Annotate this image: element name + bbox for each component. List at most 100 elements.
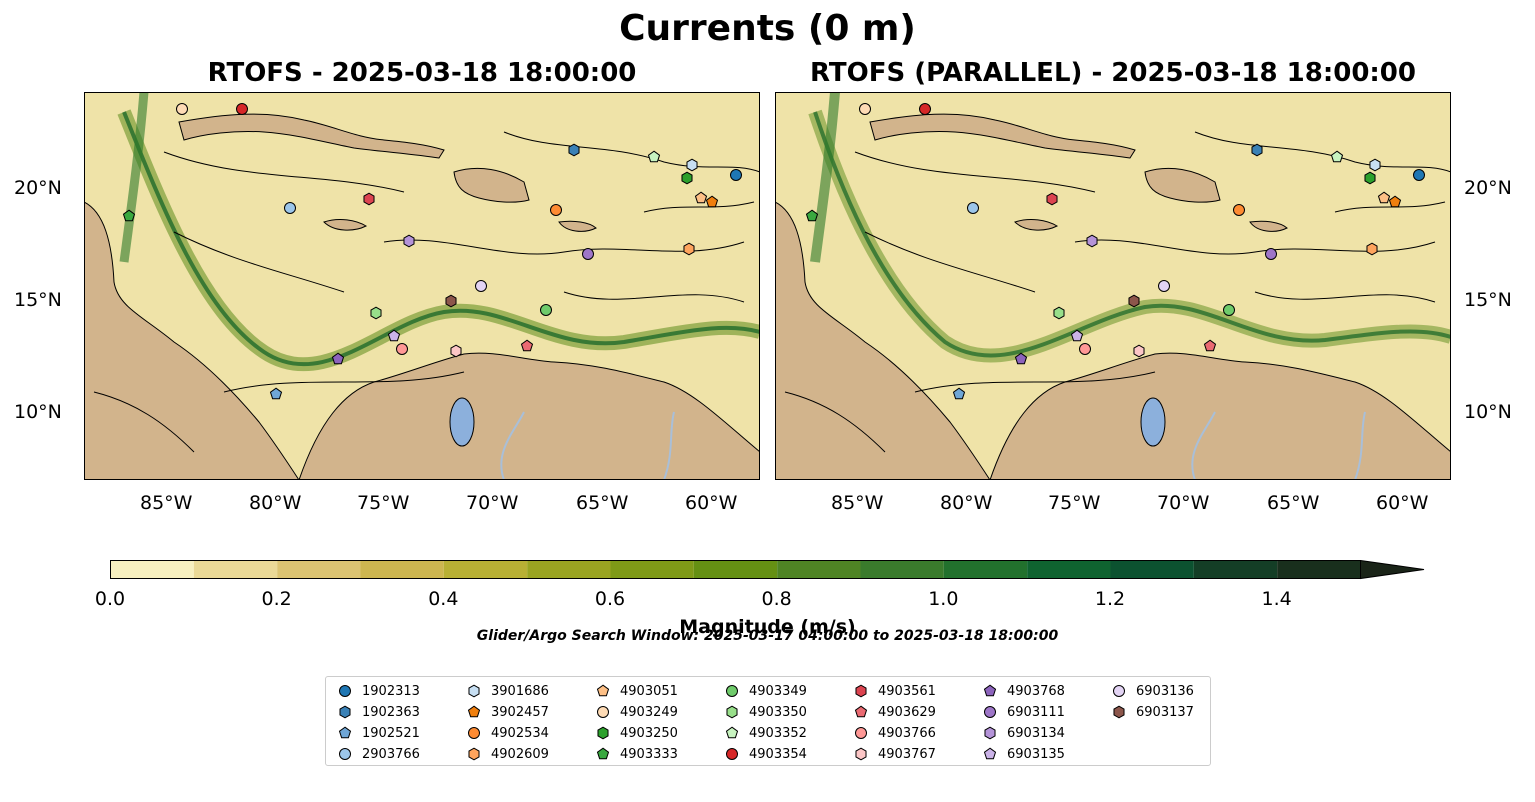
legend-item: 4902609 (467, 744, 549, 764)
float-marker-icon (568, 143, 580, 157)
pentagon-marker-icon (725, 726, 739, 739)
float-marker-icon (1158, 280, 1170, 292)
float-marker-icon (1233, 204, 1245, 216)
legend-item: 6903136 (1112, 681, 1194, 701)
float-marker-icon (1251, 143, 1263, 157)
x-tick-left-0: 85°W (140, 492, 193, 514)
legend-item: 4903354 (725, 744, 807, 764)
current-core (122, 111, 760, 367)
x-tick-left-5: 60°W (685, 492, 738, 514)
river-2 (1354, 411, 1366, 480)
pentagon-marker-icon (854, 705, 868, 718)
float-marker-icon (1413, 169, 1425, 181)
legend-label: 4903354 (749, 746, 807, 762)
colorbar-segment (443, 560, 528, 579)
legend-item: 4903249 (596, 702, 678, 722)
lake-maracaibo (449, 397, 475, 447)
pentagon-marker-icon (467, 705, 481, 718)
legend-item: 6903134 (983, 723, 1065, 743)
legend-item: 4903766 (854, 723, 936, 743)
float-marker-icon (686, 158, 698, 172)
hexagon-marker-icon (726, 705, 738, 719)
legend-item: 1902313 (338, 681, 420, 701)
colorbar-tick-label: 0.4 (428, 588, 459, 610)
float-marker-icon (284, 202, 296, 214)
x-tick-left-1: 80°W (249, 492, 302, 514)
colorbar-segment (777, 560, 861, 579)
hexagon-marker-icon (339, 705, 351, 719)
legend-label: 6903134 (1007, 725, 1065, 741)
float-marker-icon (403, 234, 415, 248)
circle-marker-icon (726, 685, 738, 697)
circle-marker-icon (339, 748, 351, 760)
colorbar-tick-labels: 0.0 0.2 0.4 0.6 0.8 1.0 1.2 1.4 (95, 588, 1430, 612)
legend-item: 4903352 (725, 723, 807, 743)
streamlines (784, 131, 1451, 453)
hexagon-marker-icon (855, 747, 867, 761)
hexagon-marker-icon (1113, 705, 1125, 719)
colorbar (110, 560, 1425, 580)
legend-item: 4903629 (854, 702, 936, 722)
legend-item: 4903051 (596, 681, 678, 701)
colorbar-label: Magnitude (m/s) (679, 616, 856, 638)
float-marker-icon (269, 387, 283, 400)
legend-item: 6903111 (983, 702, 1065, 722)
legend-label: 3902457 (491, 704, 549, 720)
float-marker-icon (952, 387, 966, 400)
legend-label: 1902363 (362, 704, 420, 720)
x-tick-right-0: 85°W (831, 492, 884, 514)
float-marker-icon (967, 202, 979, 214)
float-marker-icon (681, 171, 693, 185)
legend-item: 4903250 (596, 723, 678, 743)
float-marker-icon (176, 103, 188, 115)
legend-item: 3901686 (467, 681, 549, 701)
circle-marker-icon (339, 685, 351, 697)
float-marker-icon (647, 150, 661, 163)
x-tick-right-4: 65°W (1267, 492, 1320, 514)
float-marker-icon (1053, 306, 1065, 320)
float-marker-icon (694, 191, 708, 204)
hexagon-marker-icon (984, 726, 996, 740)
panel-title-right: RTOFS (PARALLEL) - 2025-03-18 18:00:00 (810, 58, 1416, 88)
map-right (775, 92, 1451, 480)
float-marker-icon (683, 242, 695, 256)
float-marker-icon (1086, 234, 1098, 248)
float-marker-icon (370, 306, 382, 320)
jamaica-land (323, 218, 368, 231)
legend-item: 4903349 (725, 681, 807, 701)
float-marker-icon (805, 209, 819, 222)
south-america-land (989, 352, 1451, 480)
colorbar-tick-label: 0.8 (761, 588, 792, 610)
float-marker-icon (705, 195, 719, 208)
colorbar-extend-arrow (1360, 560, 1425, 580)
legend-item: 4903561 (854, 681, 936, 701)
float-marker-icon (520, 339, 534, 352)
legend-item: 4903768 (983, 681, 1065, 701)
legend-label: 4903349 (749, 683, 807, 699)
circle-marker-icon (597, 706, 609, 718)
float-marker-icon (1265, 248, 1277, 260)
float-marker-icon (730, 169, 742, 181)
map-left (84, 92, 760, 480)
legend-item: 6903137 (1112, 702, 1194, 722)
hexagon-marker-icon (468, 747, 480, 761)
circle-marker-icon (726, 748, 738, 760)
legend-label: 4903051 (620, 683, 678, 699)
jamaica-land (1014, 218, 1059, 231)
legend-item: 4903350 (725, 702, 807, 722)
legend-item: 3902457 (467, 702, 549, 722)
float-marker-icon (1364, 171, 1376, 185)
colorbar-tick-label: 0.6 (594, 588, 626, 610)
map-panel-right (775, 92, 1451, 480)
float-marker-icon (475, 280, 487, 292)
colorbar-segment (527, 560, 611, 579)
float-marker-icon (1203, 339, 1217, 352)
colorbar-segment (1110, 560, 1194, 579)
circle-marker-icon (1113, 685, 1125, 697)
pentagon-marker-icon (596, 747, 610, 760)
float-marker-icon (122, 209, 136, 222)
colorbar-segment (110, 560, 194, 579)
legend: 1902313 1902363 1902521 2903766 3901686 39024… (325, 676, 1211, 766)
colorbar-tick-label: 1.4 (1261, 588, 1292, 610)
legend-label: 4903768 (1007, 683, 1065, 699)
